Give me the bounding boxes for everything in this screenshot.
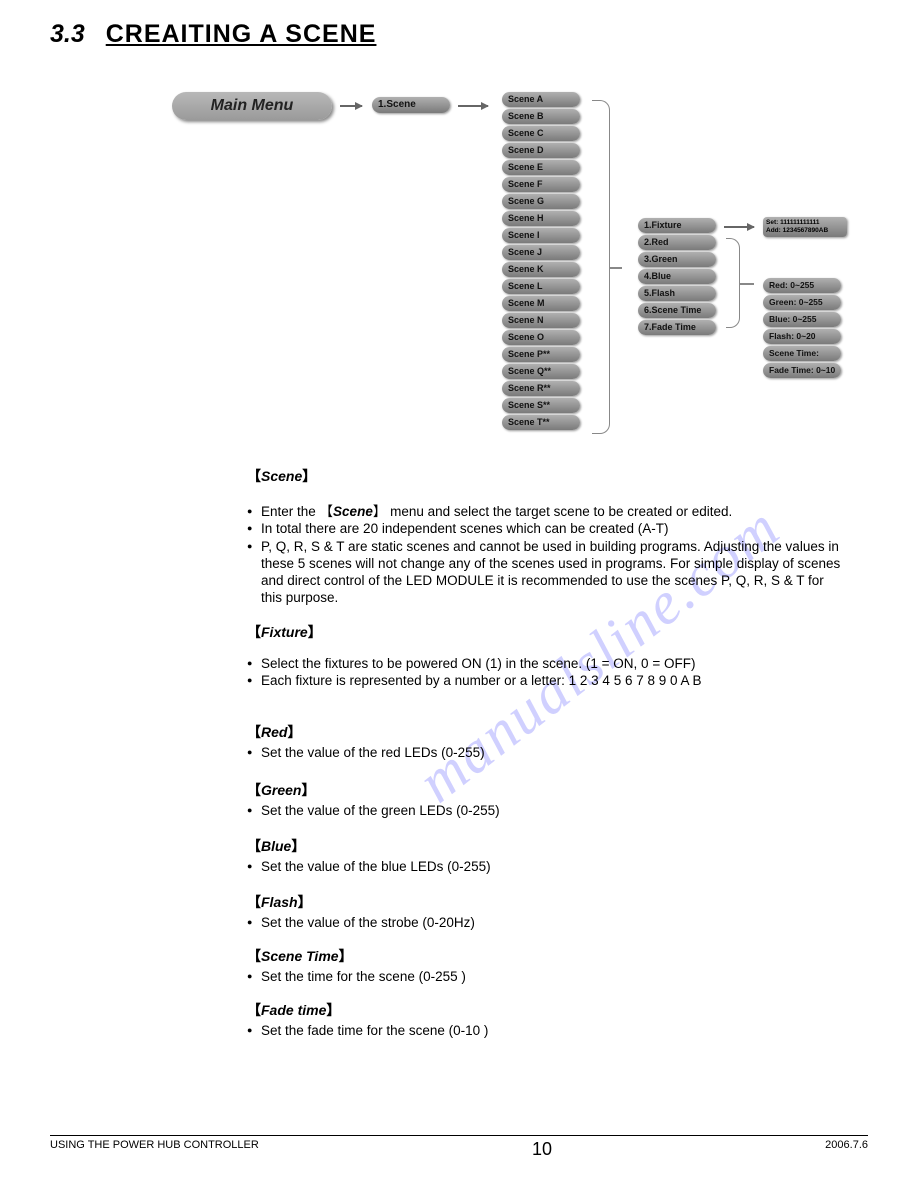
scene-pill: Scene G xyxy=(502,194,580,209)
blue-bullets: Set the value of the blue LEDs (0-255) xyxy=(247,859,847,876)
fixture-bullets: Select the fixtures to be powered ON (1)… xyxy=(247,656,847,691)
scene-pill: Scene H xyxy=(502,211,580,226)
list-item: Set the value of the strobe (0-20Hz) xyxy=(247,915,847,932)
flash-bullets: Set the value of the strobe (0-20Hz) xyxy=(247,915,847,932)
footer-date: 2006.7.6 xyxy=(825,1139,868,1151)
section-head-fadetime: Fade time xyxy=(247,1002,847,1020)
section-blue: Blue Set the value of the blue LEDs (0-2… xyxy=(247,838,847,876)
bracket-tail-icon xyxy=(610,267,622,269)
section-red: Red Set the value of the red LEDs (0-255… xyxy=(247,724,847,762)
scene-pill: Scene R** xyxy=(502,381,580,396)
scene-pill: Scene F xyxy=(502,177,580,192)
range-pill: Red: 0~255 xyxy=(763,278,841,293)
scene-pill: Scene P** xyxy=(502,347,580,362)
list-item: Set the value of the green LEDs (0-255) xyxy=(247,803,847,820)
scene-pill: Scene N xyxy=(502,313,580,328)
section-scene: Scene Enter the 【Scene】 menu and select … xyxy=(247,468,847,608)
section-scenetime: Scene Time Set the time for the scene (0… xyxy=(247,948,847,986)
page-footer: USING THE POWER HUB CONTROLLER 10 2006.7… xyxy=(50,1135,868,1160)
footer-page-number: 10 xyxy=(532,1139,552,1160)
section-number: 3.3 xyxy=(50,20,85,48)
range-pill: Scene Time: 0~255 xyxy=(763,346,841,361)
section-heading: CREAITING A SCENE xyxy=(106,20,377,48)
list-item: Set the value of the red LEDs (0-255) xyxy=(247,745,847,762)
range-pill: Fade Time: 0~10 xyxy=(763,363,841,378)
range-pill: Flash: 0~20 xyxy=(763,329,841,344)
bracket-icon xyxy=(726,238,740,328)
section-green: Green Set the value of the green LEDs (0… xyxy=(247,782,847,820)
scene-bullets: Enter the 【Scene】 menu and select the ta… xyxy=(247,504,847,607)
section-head-fixture: Fixture xyxy=(247,624,847,642)
section-head-green: Green xyxy=(247,782,847,800)
menu-step-scene: 1.Scene xyxy=(372,97,450,113)
fixture-info-box: Set: 111111111111 Add: 1234567890AB xyxy=(763,217,847,237)
fadetime-bullets: Set the fade time for the scene (0-10 ) xyxy=(247,1023,847,1040)
section-flash: Flash Set the value of the strobe (0-20H… xyxy=(247,894,847,932)
arrow-icon xyxy=(340,105,362,107)
arrow-icon xyxy=(458,105,488,107)
scene-pill: Scene S** xyxy=(502,398,580,413)
section-head-red: Red xyxy=(247,724,847,742)
scene-pill: Scene C xyxy=(502,126,580,141)
list-item: Set the value of the blue LEDs (0-255) xyxy=(247,859,847,876)
bracket-tail-icon xyxy=(740,283,754,285)
section-head-blue: Blue xyxy=(247,838,847,856)
scene-pill: Scene Q** xyxy=(502,364,580,379)
scene-pill: Scene D xyxy=(502,143,580,158)
list-item: P, Q, R, S & T are static scenes and can… xyxy=(247,539,847,607)
scene-pill: Scene B xyxy=(502,109,580,124)
section-head-scene: Scene xyxy=(247,468,847,486)
section-fixture: Fixture Select the fixtures to be powere… xyxy=(247,624,847,691)
green-bullets: Set the value of the green LEDs (0-255) xyxy=(247,803,847,820)
param-pill: 3.Green xyxy=(638,252,716,267)
scene-pill: Scene O xyxy=(502,330,580,345)
scene-pill: Scene L xyxy=(502,279,580,294)
param-pill: 4.Blue xyxy=(638,269,716,284)
scene-pill: Scene K xyxy=(502,262,580,277)
list-item: Each fixture is represented by a number … xyxy=(247,673,847,690)
scene-pill: Scene M xyxy=(502,296,580,311)
param-pill: 7.Fade Time xyxy=(638,320,716,335)
param-pill: 6.Scene Time xyxy=(638,303,716,318)
scene-pill: Scene I xyxy=(502,228,580,243)
scene-pill: Scene J xyxy=(502,245,580,260)
footer-left: USING THE POWER HUB CONTROLLER xyxy=(50,1139,259,1151)
section-head-scenetime: Scene Time xyxy=(247,948,847,966)
param-pill: 1.Fixture xyxy=(638,218,716,233)
section-head-flash: Flash xyxy=(247,894,847,912)
main-menu-pill: Main Menu xyxy=(172,92,332,120)
range-pill: Green: 0~255 xyxy=(763,295,841,310)
list-item: In total there are 20 independent scenes… xyxy=(247,521,847,538)
section-title: 3.3 CREAITING A SCENE xyxy=(50,20,376,49)
list-item: Set the time for the scene (0-255 ) xyxy=(247,969,847,986)
bracket-icon xyxy=(592,100,610,434)
section-fadetime: Fade time Set the fade time for the scen… xyxy=(247,1002,847,1040)
scenetime-bullets: Set the time for the scene (0-255 ) xyxy=(247,969,847,986)
red-bullets: Set the value of the red LEDs (0-255) xyxy=(247,745,847,762)
info-line-set: Set: 111111111111 xyxy=(766,219,844,227)
scene-pill: Scene E xyxy=(502,160,580,175)
arrow-icon xyxy=(724,226,754,228)
list-item: Enter the 【Scene】 menu and select the ta… xyxy=(247,504,847,521)
scene-pill: Scene A xyxy=(502,92,580,107)
info-line-add: Add: 1234567890AB xyxy=(766,227,844,235)
list-item: Select the fixtures to be powered ON (1)… xyxy=(247,656,847,673)
param-pill: 5.Flash xyxy=(638,286,716,301)
list-item: Set the fade time for the scene (0-10 ) xyxy=(247,1023,847,1040)
range-pill: Blue: 0~255 xyxy=(763,312,841,327)
scene-pill: Scene T** xyxy=(502,415,580,430)
param-pill: 2.Red xyxy=(638,235,716,250)
